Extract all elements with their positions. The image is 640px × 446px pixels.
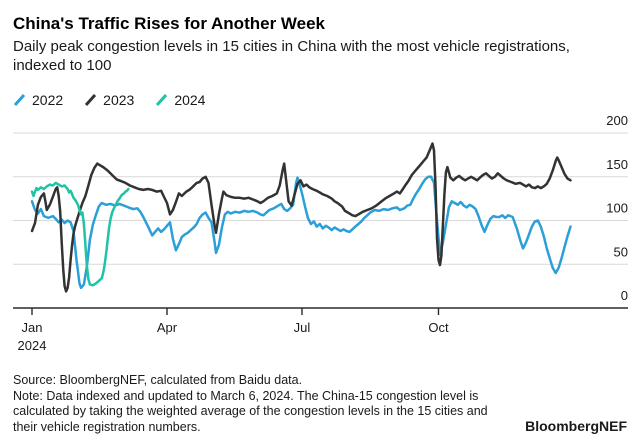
y-tick-label-200: 200: [606, 113, 628, 128]
legend-label-2024: 2024: [174, 92, 206, 108]
legend-item-2023: 2023: [84, 92, 134, 108]
y-tick-label-150: 150: [606, 157, 628, 172]
source-note: Source: BloombergNEF, calculated from Ba…: [13, 373, 303, 387]
series-line-2023: [30, 142, 572, 293]
chart-title: China's Traffic Rises for Another Week: [13, 14, 326, 33]
methodology-note: Note: Data indexed and updated to March …: [13, 388, 488, 434]
y-tick-label-100: 100: [606, 201, 628, 216]
legend-item-2022: 2022: [13, 92, 63, 108]
y-tick-label-50: 50: [614, 244, 628, 259]
legend-label-2022: 2022: [32, 92, 64, 108]
series-line-2024: [30, 181, 130, 287]
x-tick-label-Apr: Apr: [157, 320, 178, 335]
y-tick-label-0: 0: [621, 288, 628, 303]
congestion-line-chart: 0 50 100 150 200 Jan Apr Jul Oct 2024: [13, 113, 628, 353]
chart-legend: 2022 2023 2024: [13, 92, 205, 108]
line-swatch-icon-2024: [156, 93, 168, 107]
x-axis-year-label: 2024: [18, 338, 47, 353]
bloombergnef-logo: BloombergNEF: [525, 418, 627, 434]
footnotes: Source: BloombergNEF, calculated from Ba…: [13, 373, 515, 435]
legend-item-2024: 2024: [155, 92, 205, 108]
line-swatch-icon-2023: [85, 93, 97, 107]
legend-label-2023: 2023: [103, 92, 135, 108]
x-tick-label-Jul: Jul: [294, 320, 311, 335]
chart-subtitle: Daily peak congestion levels in 15 citie…: [13, 38, 570, 74]
x-tick-label-Oct: Oct: [428, 320, 449, 335]
line-swatch-icon-2022: [13, 93, 26, 107]
x-tick-label-Jan: Jan: [22, 320, 43, 335]
series-line-2022: [30, 175, 572, 290]
